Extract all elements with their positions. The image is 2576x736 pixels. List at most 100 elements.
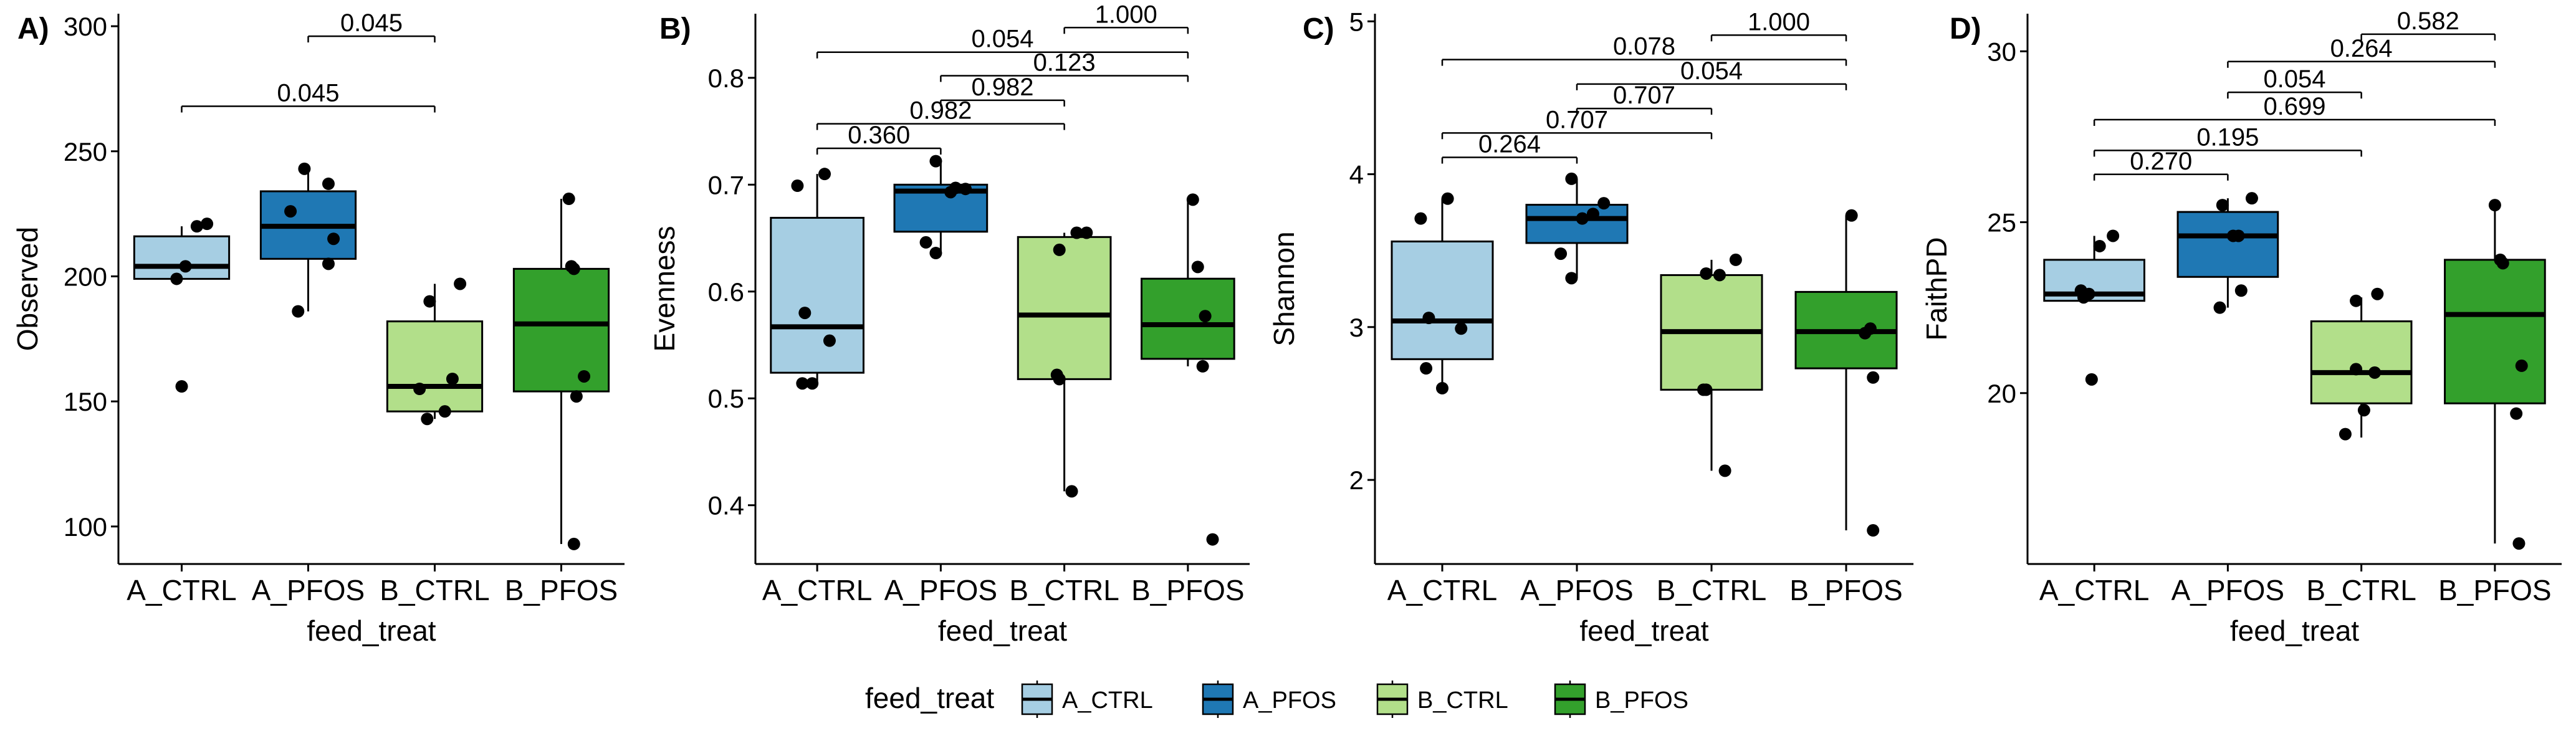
data-point [1554, 247, 1568, 260]
data-point [791, 179, 804, 193]
box-B_CTRL [2310, 320, 2413, 404]
data-point [2488, 199, 2501, 212]
x-tick-label: B_CTRL [1657, 574, 1766, 606]
y-tick-label: 200 [64, 262, 107, 291]
data-point [2074, 284, 2087, 297]
data-point [565, 260, 578, 273]
data-point [1206, 533, 1219, 546]
y-tick-label: 0.8 [708, 64, 744, 93]
data-point [327, 232, 340, 246]
data-point [578, 370, 591, 383]
data-point [1586, 208, 1599, 221]
panel-2: B) 0.4 0.5 0.6 0.7 0.8 A_CTRL A_PFOS B_CTRL B_PFO… [648, 1, 1250, 647]
data-point [929, 155, 942, 168]
legend-title: feed_treat [865, 682, 994, 714]
legend-label: B_PFOS [1595, 687, 1688, 714]
x-tick-label: B_CTRL [2306, 574, 2416, 606]
data-point [2085, 373, 2098, 386]
data-point [1845, 209, 1858, 222]
y-axis-title: Evenness [648, 226, 681, 351]
box-A_CTRL [1391, 240, 1494, 360]
data-point [1864, 322, 1877, 335]
data-point [2213, 301, 2226, 314]
legend-label: A_PFOS [1243, 687, 1336, 714]
data-point [1867, 371, 1880, 384]
data-point [562, 193, 575, 206]
x-tick-label: B_PFOS [2438, 574, 2552, 606]
data-point [421, 413, 434, 426]
legend-label: A_CTRL [1062, 687, 1153, 714]
data-point [1455, 322, 1468, 335]
data-point [949, 181, 962, 194]
x-tick-label: A_CTRL [127, 574, 236, 606]
comparison-pvalue: 0.123 [1033, 49, 1096, 76]
data-point [959, 183, 972, 196]
data-point [2357, 404, 2370, 417]
data-point [2350, 363, 2363, 376]
y-tick-label: 0.5 [708, 384, 744, 413]
data-point [2512, 537, 2526, 550]
y-tick-label: 20 [1987, 379, 2016, 408]
data-point [929, 247, 942, 260]
data-point [1436, 381, 1448, 394]
data-point [2232, 229, 2245, 242]
data-point [190, 220, 203, 233]
data-point [2350, 294, 2363, 307]
data-point [2245, 192, 2258, 205]
data-point [454, 277, 467, 290]
data-point [2510, 407, 2523, 420]
data-point [322, 257, 335, 270]
data-point [423, 295, 436, 308]
comparison-pvalue: 0.054 [2263, 65, 2325, 93]
data-point [201, 217, 214, 231]
x-tick-label: B_CTRL [1009, 574, 1119, 606]
data-point [823, 334, 836, 347]
comparison-pvalue: 1.000 [1095, 1, 1157, 28]
data-point [818, 168, 831, 181]
x-tick-label: A_PFOS [1520, 574, 1634, 606]
data-point [284, 205, 297, 218]
data-point [1186, 193, 1199, 206]
comparison-pvalue: 0.360 [848, 122, 910, 149]
data-point [413, 383, 426, 396]
x-axis-title: feed_treat [307, 614, 436, 647]
data-point [446, 372, 459, 385]
y-tick-label: 3 [1349, 313, 1364, 342]
panel-label: B) [659, 12, 691, 45]
data-point [1729, 253, 1742, 266]
y-tick-label: 2 [1349, 466, 1364, 495]
data-point [1867, 524, 1880, 537]
data-point [1414, 212, 1427, 225]
data-point [322, 177, 335, 190]
data-point [1420, 362, 1433, 375]
legend-label: B_CTRL [1417, 687, 1508, 714]
data-point [2107, 229, 2120, 242]
data-point [1576, 212, 1589, 225]
y-tick-label: 250 [64, 137, 107, 166]
data-point [1191, 260, 1204, 274]
data-point [1050, 368, 1063, 381]
box-B_CTRL [1017, 236, 1112, 380]
data-point [170, 272, 183, 285]
box-B_PFOS [1141, 277, 1235, 360]
box-B_PFOS [512, 267, 610, 393]
data-point [1700, 267, 1713, 280]
data-point [2093, 239, 2106, 252]
data-point [438, 405, 451, 418]
x-axis-title: feed_treat [1579, 614, 1708, 647]
comparison-pvalue: 0.045 [340, 9, 403, 37]
panel-1: A) 100 150 200 250 300 A_CTRL A_PFOS B_CTRL B_PFO… [11, 9, 625, 647]
panel-4: D) 20 25 30 A_CTRL A_PFOS B_CTRL B_PFOS feed_tre… [1920, 7, 2562, 647]
x-tick-label: A_PFOS [252, 574, 365, 606]
y-tick-label: 30 [1987, 37, 2016, 66]
data-point [1065, 485, 1078, 498]
data-point [1565, 272, 1578, 285]
data-point [1697, 383, 1710, 396]
data-point [1713, 269, 1726, 282]
comparison-pvalue: 0.699 [2263, 93, 2325, 120]
data-point [2371, 287, 2384, 300]
data-point [2494, 253, 2507, 266]
data-point [1070, 226, 1083, 239]
y-tick-label: 0.4 [708, 491, 744, 520]
